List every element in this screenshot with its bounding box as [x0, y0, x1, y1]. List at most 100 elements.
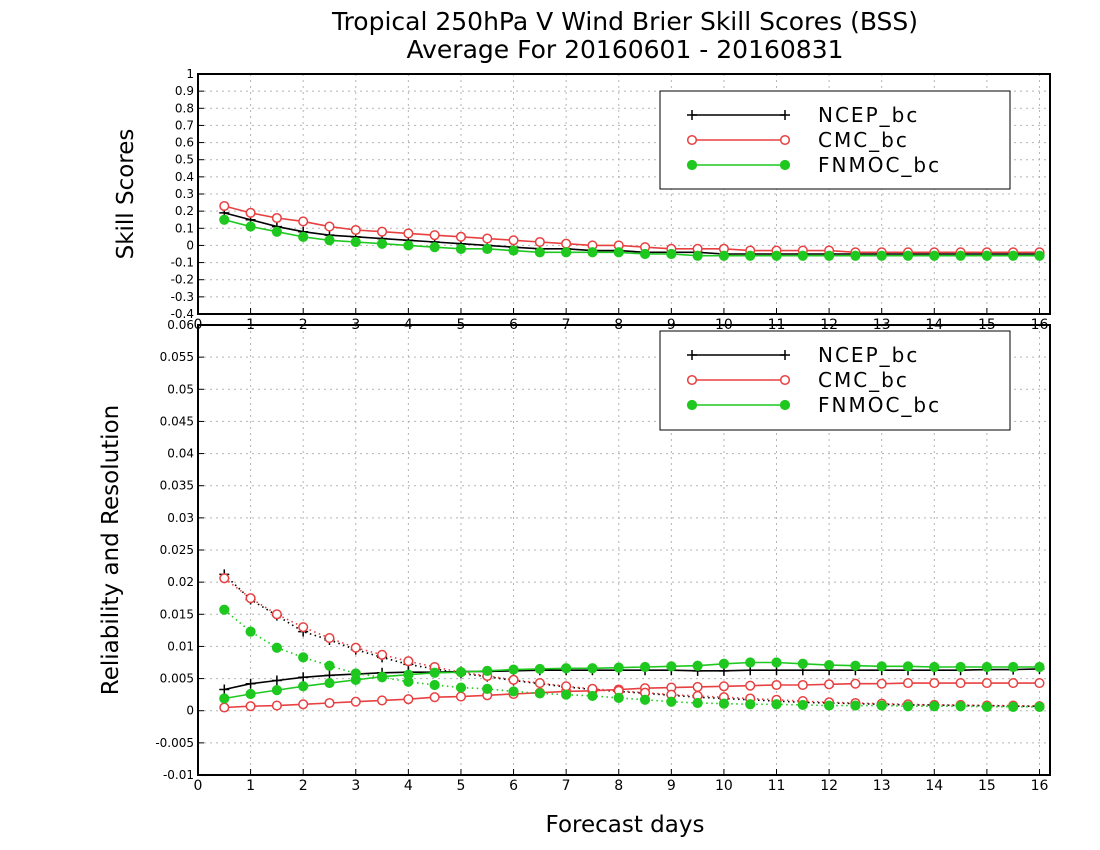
data-point: [718, 698, 730, 709]
series-fnmoc-bc: [219, 214, 1045, 261]
x-tick-label: 0: [194, 778, 203, 794]
series-fnmoc-bc-reliability: [219, 657, 1045, 704]
data-point: [219, 604, 230, 615]
data-point: [508, 245, 519, 256]
legend-label: NCEP_bc: [818, 343, 919, 367]
data-point: [981, 678, 992, 689]
data-point: [850, 678, 861, 689]
data-point: [613, 662, 624, 673]
data-point: [797, 679, 808, 691]
data-point: [298, 672, 309, 683]
legend-label: CMC_bc: [818, 128, 909, 152]
data-point: [955, 678, 966, 689]
data-point: [298, 622, 309, 633]
data-point: [245, 593, 256, 604]
legend-label: CMC_bc: [818, 368, 909, 392]
y-tick-label: 0.045: [160, 414, 194, 428]
reliability-resolution-panel: -0.01 -0.005 0 0.005 0.01 0.015 0.02 0.025 0.03 0…: [98, 318, 1051, 794]
data-point: [824, 659, 835, 671]
legend-marker: [779, 159, 791, 171]
legend-item-cmc-bc: CMC_bc: [686, 368, 909, 392]
series-cmc-bc-reliability: [219, 678, 1045, 713]
legend-label: NCEP_bc: [818, 103, 919, 127]
data-point: [403, 656, 414, 667]
y-tick-label: 0.2: [175, 204, 194, 218]
data-point: [824, 700, 835, 711]
data-point: [508, 686, 519, 697]
data-point: [534, 688, 545, 699]
y-axis-label: Skill Scores: [113, 129, 139, 260]
series-cmc-bc: [219, 200, 1045, 258]
data-point: [482, 243, 493, 254]
data-point: [455, 691, 467, 702]
legend-marker: [686, 134, 698, 146]
data-point: [771, 679, 782, 691]
data-point: [745, 250, 756, 261]
data-point: [1034, 661, 1045, 673]
data-point: [771, 699, 782, 710]
y-tick-label: 0.4: [175, 170, 194, 184]
data-point: [876, 250, 887, 261]
x-tick-label: 14: [925, 778, 943, 794]
data-point: [271, 700, 282, 711]
data-point: [561, 238, 572, 249]
series-line: [224, 212, 1040, 255]
y-tick-label: 0.03: [167, 511, 194, 525]
y-tick-label: 1: [186, 67, 194, 81]
data-point: [955, 250, 966, 261]
data-point: [561, 681, 572, 692]
data-point: [534, 663, 545, 675]
data-point: [324, 660, 335, 671]
y-tick-label: -0.4: [171, 307, 194, 321]
data-point: [981, 701, 992, 712]
x-tick-label: 11: [768, 778, 786, 794]
data-point: [639, 694, 651, 705]
data-point: [718, 681, 729, 692]
y-tick-label: -0.3: [171, 290, 194, 304]
data-point: [298, 216, 309, 227]
data-point: [403, 240, 414, 251]
data-point: [718, 658, 730, 669]
y-tick-label: 0.8: [175, 101, 194, 115]
y-tick-label: 0.01: [167, 639, 194, 653]
data-point: [245, 678, 256, 689]
data-point: [666, 661, 677, 672]
data-point: [482, 233, 493, 244]
legend-label: FNMOC_bc: [818, 153, 941, 177]
legend-item-cmc-bc: CMC_bc: [686, 128, 909, 152]
data-point: [403, 676, 414, 687]
data-point: [613, 247, 624, 258]
y-tick-label: -0.2: [171, 273, 194, 287]
data-point: [377, 226, 388, 237]
data-point: [1034, 678, 1045, 689]
data-point: [534, 247, 545, 258]
legend-marker: [779, 134, 791, 146]
data-point: [587, 690, 598, 702]
series-ncep-bc-resolution: [219, 569, 1045, 712]
y-tick-label: 0.035: [160, 479, 194, 493]
chart-subtitle: Average For 20160601 - 20160831: [406, 35, 843, 64]
data-point: [271, 675, 282, 686]
data-point: [271, 609, 282, 620]
data-point: [824, 679, 835, 690]
data-point: [350, 236, 361, 248]
data-point: [850, 250, 861, 261]
data-point: [955, 701, 966, 712]
series-line: [223, 577, 1040, 708]
data-point: [639, 661, 651, 673]
data-point: [403, 694, 414, 705]
data-point: [929, 701, 940, 712]
y-tick-label: 0.3: [175, 187, 194, 201]
data-point: [745, 699, 756, 710]
data-point: [245, 626, 256, 637]
data-point: [692, 660, 703, 671]
y-tick-label: 0.025: [160, 543, 194, 557]
data-point: [219, 702, 230, 713]
data-point: [455, 243, 467, 254]
data-point: [429, 230, 440, 241]
data-point: [534, 678, 545, 689]
legend-marker: [687, 110, 697, 120]
legend-marker: [686, 399, 698, 411]
y-tick-label: 0.04: [167, 447, 194, 461]
